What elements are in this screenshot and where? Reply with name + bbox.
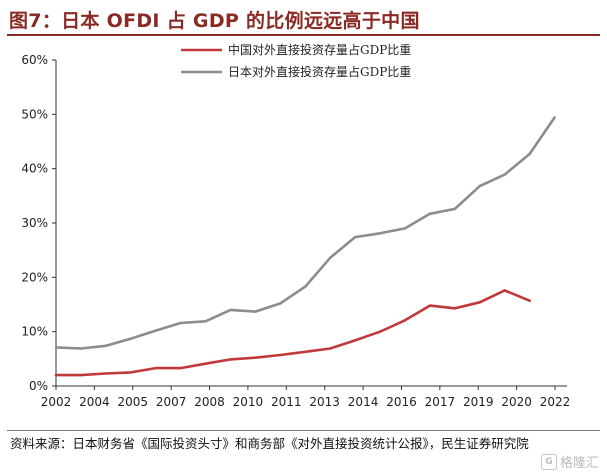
china-data-point: [204, 362, 207, 365]
japan-data-point: [254, 310, 257, 313]
japan-series-line: [54, 116, 556, 350]
china-data-point: [378, 330, 382, 333]
china-data-point: [54, 373, 58, 377]
series-lines: [54, 116, 556, 377]
title-divider: [7, 34, 600, 36]
china-data-point: [503, 289, 506, 292]
x-tick-label: 2004: [79, 395, 110, 409]
japan-data-point: [553, 116, 556, 119]
x-tick-label: 2011: [271, 395, 302, 409]
china-data-point: [279, 353, 282, 357]
china-data-point: [129, 371, 132, 374]
watermark-logo-icon: G: [540, 453, 557, 470]
x-tick-label: 2005: [117, 395, 148, 409]
chart-title: 图7：日本 OFDI 占 GDP 的比例远远高于中国: [9, 10, 420, 32]
legend-label-china: 中国对外直接投资存量占GDP比重: [228, 42, 411, 57]
source-divider: [7, 430, 600, 431]
x-tick-label: 2008: [194, 395, 225, 409]
legend-label-japan: 日本对外直接投资存量占GDP比重: [228, 64, 411, 79]
japan-data-point: [54, 346, 58, 349]
japan-data-point: [229, 308, 232, 312]
y-tick-label: 60%: [21, 53, 48, 67]
china-data-point: [254, 356, 257, 359]
x-tick-label: 2007: [156, 395, 187, 409]
japan-data-point: [179, 321, 182, 325]
x-tick-label: 2017: [425, 395, 456, 409]
watermark-text: 格隆汇: [559, 456, 599, 471]
china-data-point: [428, 304, 432, 307]
japan-data-point: [378, 232, 382, 235]
x-tick-label: 2014: [348, 395, 379, 409]
china-data-point: [328, 347, 332, 350]
x-tick-label: 2020: [501, 395, 532, 409]
china-data-point: [154, 366, 157, 370]
japan-data-point: [353, 235, 357, 239]
x-tick-label: 2002: [41, 395, 72, 409]
china-data-point: [79, 373, 83, 377]
japan-data-point: [79, 347, 83, 350]
watermark: G 格隆汇: [540, 452, 599, 471]
x-tick-label: 2013: [309, 395, 340, 409]
y-tick-labels: 0% 10% 20% 30% 40% 50% 60%: [21, 53, 48, 393]
japan-data-point: [403, 227, 407, 230]
japan-data-point: [104, 344, 108, 347]
y-tick-label: 50%: [21, 107, 48, 121]
japan-data-point: [528, 152, 531, 156]
china-data-point: [403, 319, 407, 322]
y-tick-label: 40%: [21, 162, 48, 176]
x-tick-labels: 2002 2004 2005 2007 2008 2010 2011 2013 2014 2016…: [41, 395, 571, 409]
y-tick-label: 0%: [29, 379, 48, 393]
japan-data-point: [204, 320, 207, 323]
japan-data-point: [478, 184, 481, 188]
japan-data-point: [453, 207, 457, 211]
japan-data-point: [154, 329, 157, 332]
china-data-point: [478, 301, 481, 304]
china-series-line: [54, 289, 531, 377]
japan-data-point: [129, 337, 132, 340]
japan-data-point: [279, 302, 282, 305]
china-data-point: [229, 358, 232, 361]
chart-axes: [52, 59, 567, 390]
japan-data-point: [428, 212, 432, 215]
japan-data-point: [503, 173, 506, 176]
x-tick-label: 2010: [233, 395, 264, 409]
china-data-point: [179, 366, 182, 370]
line-chart: 0%10%20%30%40%50%60% 2002 2004 2005 2007 200…: [21, 42, 571, 409]
china-data-point: [528, 299, 531, 302]
china-data-point: [353, 339, 357, 342]
china-data-point: [304, 350, 307, 353]
japan-data-point: [304, 285, 307, 288]
y-tick-label: 30%: [21, 216, 48, 230]
japan-data-point: [328, 256, 332, 259]
china-data-point: [104, 372, 108, 375]
source-note: 资料来源：日本财务省《国际投资头寸》和商务部《对外直接投资统计公报》，民生证券研…: [10, 436, 529, 451]
x-tick-label: 2022: [540, 395, 571, 409]
china-data-point: [453, 307, 457, 310]
y-tick-label: 10%: [21, 325, 48, 339]
y-tick-label: 20%: [21, 270, 48, 284]
x-tick-label: 2019: [463, 395, 494, 409]
x-tick-label: 2016: [386, 395, 417, 409]
